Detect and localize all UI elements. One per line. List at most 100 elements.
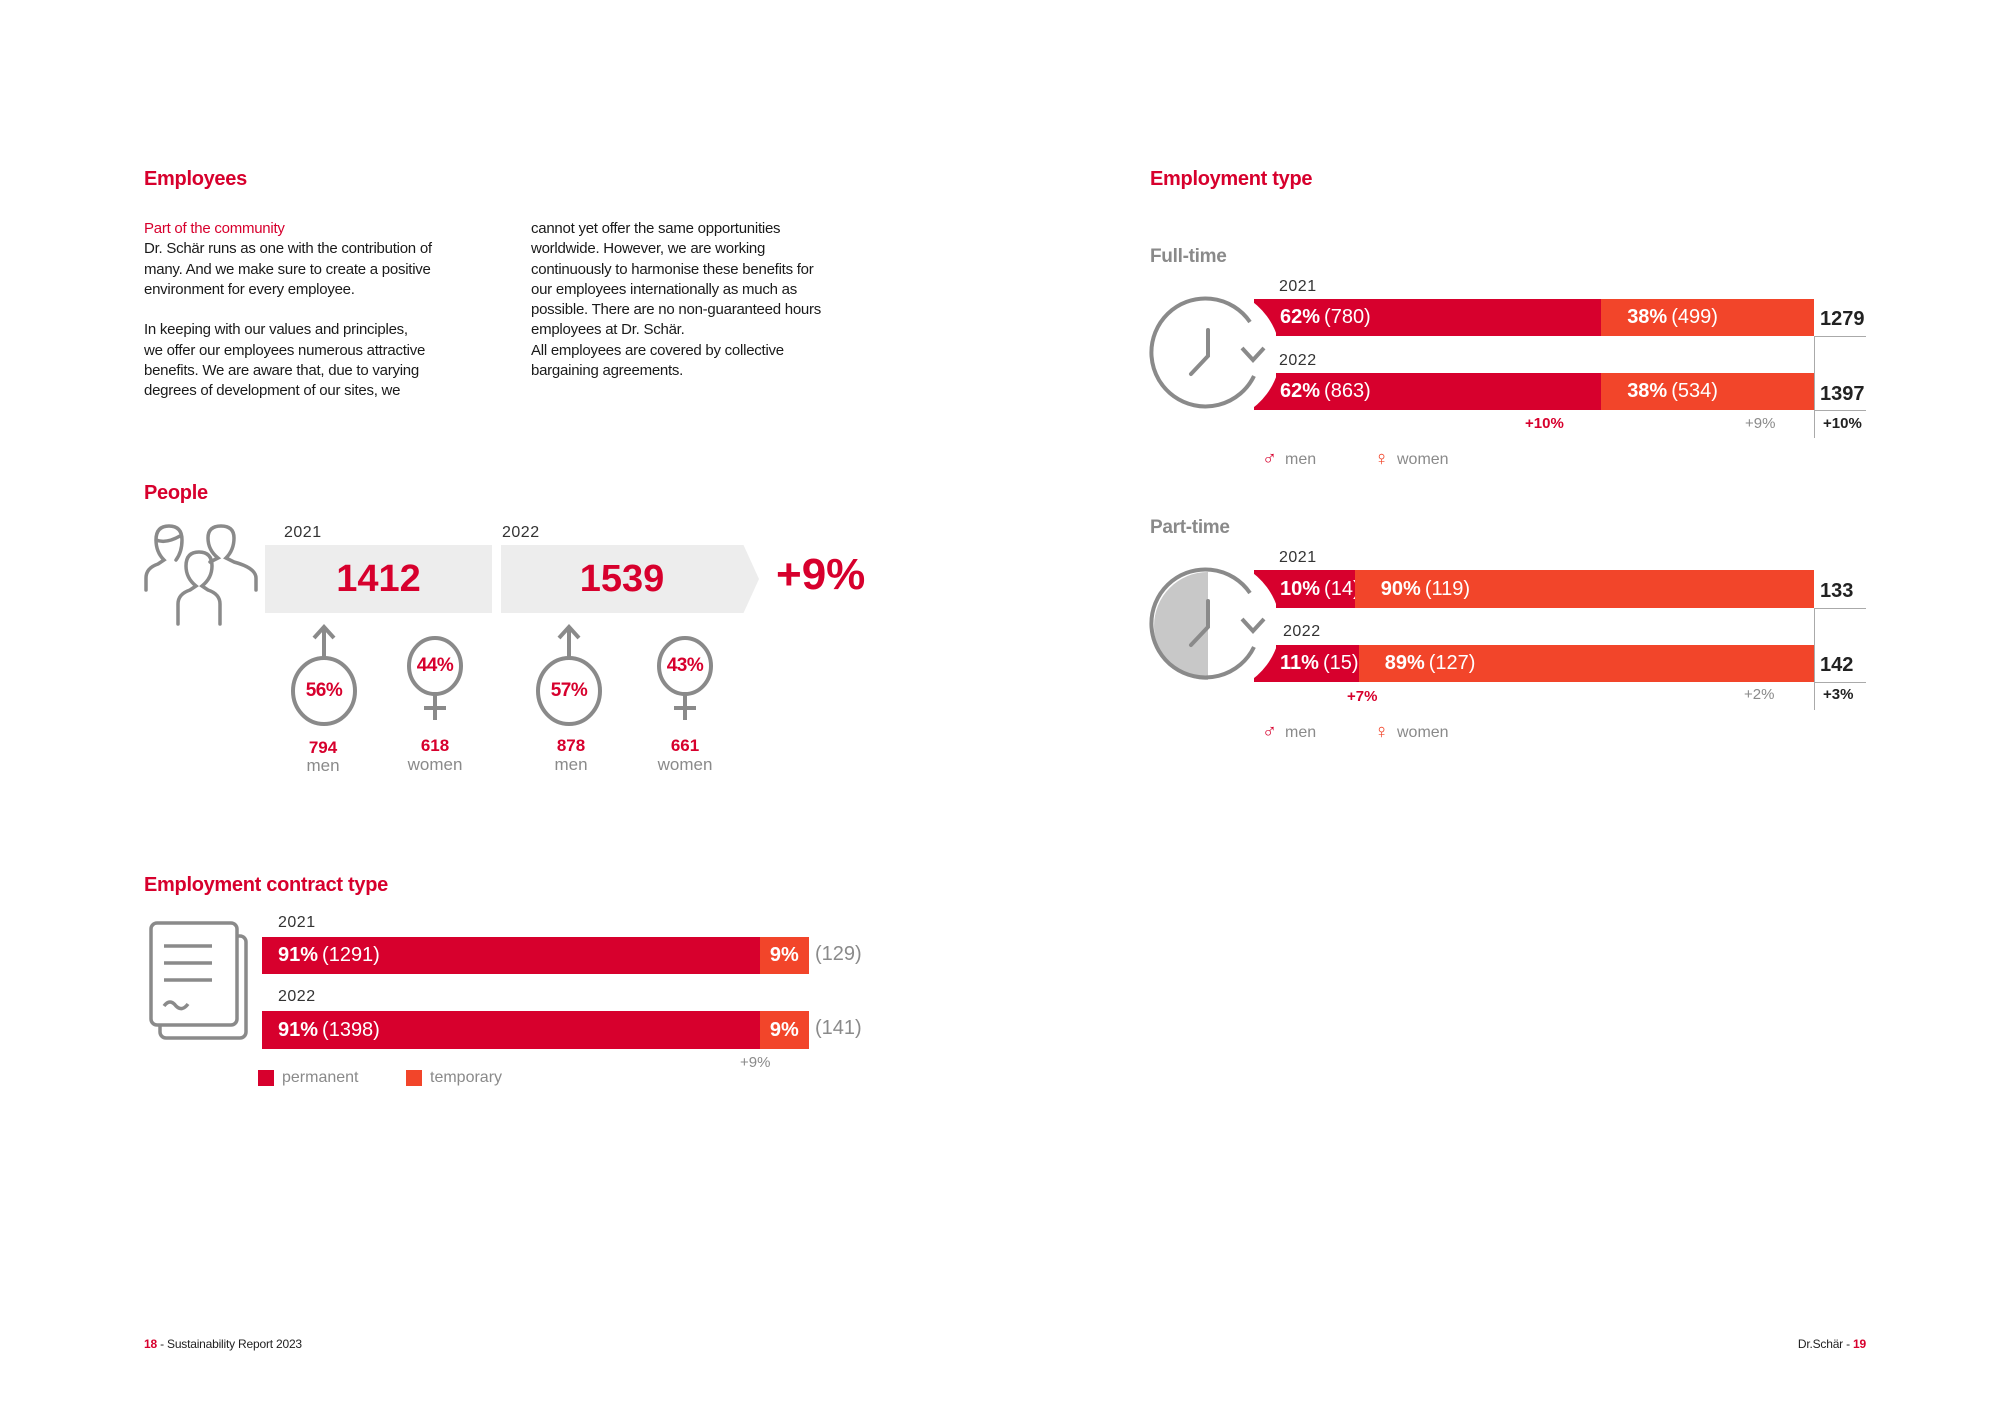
women-count: (534) bbox=[1671, 380, 1718, 402]
temporary-count-2022: (141) bbox=[815, 1017, 862, 1039]
women-label-2021: women bbox=[407, 755, 463, 774]
footer-right: Dr.Schär - 19 bbox=[1798, 1337, 1866, 1351]
men-segment: 62% (780) bbox=[1254, 299, 1602, 336]
intro-line: worldwide. However, we are working bbox=[531, 240, 766, 258]
temporary-pct: 9% bbox=[769, 944, 799, 966]
men-count: (780) bbox=[1324, 306, 1371, 328]
men-count: (14) bbox=[1324, 577, 1360, 600]
legend-permanent: permanent bbox=[258, 1069, 359, 1087]
men-label-2022: men bbox=[554, 755, 588, 774]
intro-line: Dr. Schär runs as one with the contribut… bbox=[144, 240, 432, 258]
female-symbol-icon: ♀ bbox=[1374, 721, 1389, 743]
legend-label: temporary bbox=[430, 1069, 503, 1086]
women-count: (127) bbox=[1428, 652, 1476, 674]
clock-icon bbox=[1146, 296, 1276, 414]
section-title-people: People bbox=[144, 482, 208, 504]
divider bbox=[1814, 410, 1866, 411]
intro-line: many. And we make sure to create a posit… bbox=[144, 260, 431, 278]
parttime-men-change: +7% bbox=[1347, 688, 1378, 705]
fulltime-women-change: +9% bbox=[1745, 415, 1776, 432]
female-symbol-icon: ♀ bbox=[1374, 448, 1389, 470]
intro-line: environment for every employee. bbox=[144, 280, 355, 298]
temporary-count-2021: (129) bbox=[815, 943, 862, 965]
people-total-2022-box: 1539 bbox=[501, 545, 759, 613]
women-pct: 38% bbox=[1627, 380, 1668, 402]
contract-bar-2021: 91% (1291) 9% bbox=[262, 937, 809, 974]
permanent-count: (1291) bbox=[322, 944, 380, 966]
female-symbol-icon bbox=[657, 636, 713, 720]
legend-temporary: temporary bbox=[406, 1069, 502, 1087]
page-number: 18 bbox=[144, 1337, 157, 1351]
female-symbol-icon bbox=[407, 636, 463, 720]
contract-year-2022: 2022 bbox=[278, 988, 316, 1005]
fulltime-title: Full-time bbox=[1150, 246, 1227, 267]
section-title-employees: Employees bbox=[144, 168, 247, 190]
legend-label: women bbox=[1397, 450, 1449, 468]
people-total-2022: 1539 bbox=[579, 557, 665, 600]
parttime-legend-men: ♂ men bbox=[1262, 721, 1316, 744]
intro-line: bargaining agreements. bbox=[531, 362, 684, 380]
intro-line: In keeping with our values and principle… bbox=[144, 321, 408, 339]
section-title-contract: Employment contract type bbox=[144, 874, 388, 896]
temporary-segment: 9% bbox=[759, 1011, 809, 1049]
temporary-segment: 9% bbox=[759, 937, 809, 974]
permanent-pct: 91% bbox=[278, 944, 319, 966]
fulltime-bar-2022: 62% (863) 38% (534) bbox=[1254, 373, 1814, 410]
footer-text: Dr.Schär - bbox=[1797, 1337, 1854, 1351]
legend-label: permanent bbox=[282, 1069, 359, 1086]
women-pct-2021: 44% bbox=[416, 655, 454, 676]
intro-line: our employees internationally as much as bbox=[531, 280, 797, 298]
women-count-2021: 618 bbox=[420, 736, 450, 755]
intro-line: cannot yet offer the same opportunities bbox=[531, 220, 781, 237]
men-count: (15) bbox=[1322, 652, 1359, 674]
people-year-2021: 2021 bbox=[284, 524, 322, 541]
people-total-2021-box: 1412 bbox=[265, 545, 492, 613]
intro-line: degrees of development of our sites, we bbox=[144, 382, 401, 400]
temporary-pct: 9% bbox=[769, 1018, 799, 1041]
men-pct: 62% bbox=[1280, 380, 1321, 402]
women-count: (499) bbox=[1671, 306, 1718, 328]
legend-label: women bbox=[1397, 723, 1449, 741]
men-pct-2021: 56% bbox=[305, 680, 343, 701]
permanent-count: (1398) bbox=[322, 1018, 380, 1041]
fulltime-total-change: +10% bbox=[1823, 415, 1862, 432]
parttime-bar-2021: 10% (14) 90% (119) bbox=[1254, 570, 1814, 608]
divider bbox=[1814, 336, 1866, 337]
fulltime-total-2022: 1397 bbox=[1820, 383, 1865, 405]
women-segment: 38% (534) bbox=[1601, 373, 1814, 410]
men-segment: 62% (863) bbox=[1254, 373, 1602, 410]
women-pct: 38% bbox=[1627, 306, 1668, 328]
parttime-title: Part-time bbox=[1150, 517, 1230, 538]
divider bbox=[1814, 336, 1815, 438]
men-pct: 62% bbox=[1280, 306, 1321, 328]
men-count: (863) bbox=[1324, 380, 1371, 402]
fulltime-legend-men: ♂ men bbox=[1262, 448, 1316, 471]
intro-line: we offer our employees numerous attracti… bbox=[144, 341, 426, 359]
gender-symbols bbox=[291, 624, 713, 726]
intro-subtitle: Part of the community bbox=[144, 220, 285, 237]
intro-line: All employees are covered by collective bbox=[531, 341, 784, 359]
intro-line: continuously to harmonise these benefits… bbox=[531, 260, 814, 278]
parttime-total-2021: 133 bbox=[1820, 580, 1854, 602]
men-pct-2022: 57% bbox=[550, 680, 588, 701]
intro-line: employees at Dr. Schär. bbox=[531, 321, 685, 339]
parttime-total-2022: 142 bbox=[1820, 654, 1854, 676]
divider bbox=[1814, 682, 1866, 683]
parttime-legend-women: ♀ women bbox=[1374, 721, 1449, 744]
women-pct: 90% bbox=[1380, 577, 1421, 600]
temporary-swatch bbox=[406, 1070, 422, 1086]
women-label-2022: women bbox=[657, 755, 713, 774]
people-group-icon bbox=[144, 524, 258, 626]
male-symbol-icon bbox=[291, 624, 357, 726]
people-change: +9% bbox=[776, 550, 866, 599]
legend-label: men bbox=[1285, 450, 1317, 468]
fulltime-men-change: +10% bbox=[1525, 415, 1564, 432]
page-number: 19 bbox=[1853, 1337, 1866, 1351]
section-title-employment-type: Employment type bbox=[1150, 168, 1313, 190]
permanent-segment: 91% (1398) bbox=[262, 1011, 760, 1049]
men-count-2022: 878 bbox=[556, 736, 586, 755]
people-total-2021: 1412 bbox=[336, 557, 421, 600]
male-symbol-icon: ♂ bbox=[1262, 448, 1277, 470]
women-pct-2022: 43% bbox=[666, 655, 704, 676]
footer-left: 18 - Sustainability Report 2023 bbox=[144, 1337, 302, 1351]
